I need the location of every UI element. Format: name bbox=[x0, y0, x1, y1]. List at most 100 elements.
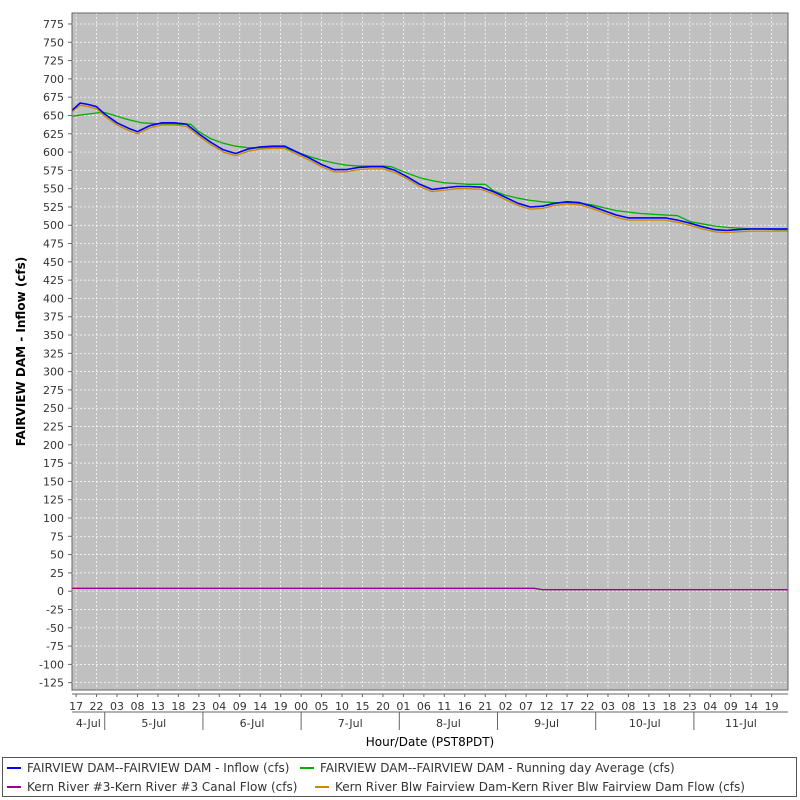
x-tick-label: 01 bbox=[396, 700, 410, 713]
x-tick-label: 04 bbox=[212, 700, 226, 713]
x-tick-label: 21 bbox=[478, 700, 492, 713]
x-day-label: 11-Jul bbox=[725, 717, 757, 730]
x-tick-label: 03 bbox=[110, 700, 124, 713]
y-tick-label: 125 bbox=[43, 494, 64, 507]
x-tick-label: 22 bbox=[581, 700, 595, 713]
y-tick-label: 50 bbox=[50, 549, 64, 562]
x-tick-label: 02 bbox=[499, 700, 513, 713]
grid bbox=[72, 13, 788, 690]
y-tick-label: 175 bbox=[43, 457, 64, 470]
y-tick-label: 0 bbox=[57, 585, 64, 598]
y-tick-label: 750 bbox=[43, 36, 64, 49]
y-tick-label: 500 bbox=[43, 219, 64, 232]
y-tick-label: -125 bbox=[39, 677, 64, 690]
x-tick-label: 23 bbox=[192, 700, 206, 713]
x-tick-label: 09 bbox=[233, 700, 247, 713]
y-tick-label: -75 bbox=[46, 640, 64, 653]
x-tick-label: 07 bbox=[519, 700, 533, 713]
legend-item: Kern River Blw Fairview Dam-Kern River B… bbox=[315, 780, 745, 794]
plot-area bbox=[72, 13, 788, 690]
y-axis-title: FAIRVIEW DAM - Inflow (cfs) bbox=[14, 257, 28, 447]
x-tick-label: 17 bbox=[69, 700, 83, 713]
plot-frame bbox=[71, 12, 789, 691]
x-day-label: 9-Jul bbox=[534, 717, 559, 730]
x-tick-label: 08 bbox=[621, 700, 635, 713]
y-tick-label: 100 bbox=[43, 512, 64, 525]
y-tick-label: 375 bbox=[43, 311, 64, 324]
y-tick-label: 25 bbox=[50, 567, 64, 580]
y-tick-label: 525 bbox=[43, 201, 64, 214]
y-tick-label: 300 bbox=[43, 366, 64, 379]
y-tick-label: 675 bbox=[43, 91, 64, 104]
x-day-label: 7-Jul bbox=[338, 717, 363, 730]
legend-swatch bbox=[300, 767, 314, 769]
x-day-label: 4-Jul bbox=[76, 717, 101, 730]
y-tick-label: 600 bbox=[43, 146, 64, 159]
x-tick-label: 18 bbox=[662, 700, 676, 713]
x-tick-label: 18 bbox=[171, 700, 185, 713]
chart: -125-100-75-50-2502550751001251501752002… bbox=[14, 12, 789, 749]
y-tick-label: -25 bbox=[46, 603, 64, 616]
series-line-2 bbox=[71, 111, 788, 231]
legend-label: FAIRVIEW DAM--FAIRVIEW DAM - Running day… bbox=[320, 761, 675, 775]
y-tick-label: 400 bbox=[43, 292, 64, 305]
x-tick-label: 22 bbox=[90, 700, 104, 713]
x-tick-label: 06 bbox=[417, 700, 431, 713]
series-line-1 bbox=[71, 102, 788, 232]
y-tick-label: 475 bbox=[43, 238, 64, 251]
x-day-label: 8-Jul bbox=[436, 717, 461, 730]
y-tick-label: 325 bbox=[43, 347, 64, 360]
series-line-3 bbox=[72, 587, 788, 591]
series-layer bbox=[71, 102, 788, 591]
y-tick-label: 700 bbox=[43, 73, 64, 86]
x-tick-label: 11 bbox=[437, 700, 451, 713]
legend-label: Kern River Blw Fairview Dam-Kern River B… bbox=[335, 780, 745, 794]
x-tick-label: 19 bbox=[765, 700, 779, 713]
x-tick-label: 09 bbox=[724, 700, 738, 713]
x-day-label: 10-Jul bbox=[629, 717, 661, 730]
y-tick-label: 450 bbox=[43, 256, 64, 269]
y-tick-label: 775 bbox=[43, 18, 64, 31]
legend-item: Kern River #3-Kern River #3 Canal Flow (… bbox=[7, 780, 297, 794]
x-axis: 17 22 03 08 13 18 23 04 09 14 19 00 05 10 15 20 01 06 11 16… bbox=[69, 693, 788, 730]
x-day-label: 6-Jul bbox=[240, 717, 265, 730]
x-tick-label: 23 bbox=[683, 700, 697, 713]
y-tick-label: 575 bbox=[43, 164, 64, 177]
y-tick-label: 725 bbox=[43, 55, 64, 68]
legend-swatch bbox=[7, 786, 21, 788]
y-tick-label: 225 bbox=[43, 421, 64, 434]
legend-item: FAIRVIEW DAM--FAIRVIEW DAM - Running day… bbox=[300, 761, 675, 775]
x-tick-label: 17 bbox=[560, 700, 574, 713]
x-tick-label: 15 bbox=[355, 700, 369, 713]
x-tick-label: 00 bbox=[294, 700, 308, 713]
y-tick-label: 250 bbox=[43, 402, 64, 415]
y-tick-label: 550 bbox=[43, 183, 64, 196]
y-tick-label: 275 bbox=[43, 384, 64, 397]
x-tick-label: 14 bbox=[744, 700, 758, 713]
legend-swatch bbox=[315, 786, 329, 788]
x-tick-label: 12 bbox=[540, 700, 554, 713]
legend-label: FAIRVIEW DAM--FAIRVIEW DAM - Inflow (cfs… bbox=[27, 761, 290, 775]
x-tick-label: 13 bbox=[151, 700, 165, 713]
legend-label: Kern River #3-Kern River #3 Canal Flow (… bbox=[27, 780, 298, 794]
legend: FAIRVIEW DAM--FAIRVIEW DAM - Inflow (cfs… bbox=[2, 757, 797, 797]
x-tick-label: 13 bbox=[642, 700, 656, 713]
y-tick-label: 75 bbox=[50, 530, 64, 543]
x-tick-label: 10 bbox=[335, 700, 349, 713]
series-line-4 bbox=[71, 104, 788, 234]
legend-item: FAIRVIEW DAM--FAIRVIEW DAM - Inflow (cfs… bbox=[7, 761, 289, 775]
y-tick-label: -50 bbox=[46, 622, 64, 635]
y-tick-label: -100 bbox=[39, 658, 64, 671]
x-tick-label: 08 bbox=[130, 700, 144, 713]
legend-swatch bbox=[7, 767, 21, 769]
y-tick-label: 650 bbox=[43, 109, 64, 122]
y-tick-label: 350 bbox=[43, 329, 64, 342]
x-tick-label: 05 bbox=[315, 700, 329, 713]
x-tick-label: 19 bbox=[274, 700, 288, 713]
y-tick-label: 200 bbox=[43, 439, 64, 452]
x-axis-title: Hour/Date (PST8PDT) bbox=[366, 735, 494, 749]
y-tick-label: 150 bbox=[43, 475, 64, 488]
y-tick-label: 625 bbox=[43, 128, 64, 141]
y-tick-label: 425 bbox=[43, 274, 64, 287]
x-tick-label: 04 bbox=[703, 700, 717, 713]
